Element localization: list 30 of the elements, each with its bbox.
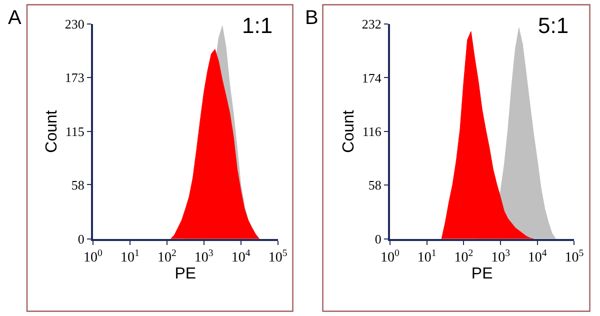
- y-tick-label: 58: [368, 178, 382, 193]
- annotation: 5:1: [538, 13, 569, 38]
- y-axis-title: Count: [340, 110, 358, 153]
- x-tick-label: 10$^{0}$: [84, 248, 103, 266]
- x-tick-label: 10$^{5}$: [564, 248, 584, 266]
- y-tick-label: 232: [362, 16, 382, 32]
- y-tick-label: 116: [362, 124, 382, 140]
- x-tick-label: 10$^{2}$: [454, 248, 474, 266]
- y-tick-label: 0: [78, 231, 84, 246]
- x-axis-title: PE: [174, 266, 196, 283]
- x-axis-title: PE: [471, 266, 493, 283]
- y-tick-label: 58: [71, 177, 84, 192]
- text: A: [8, 7, 22, 29]
- x-tick-label: 10$^{2}$: [157, 248, 176, 266]
- x-tick-label: 10$^{0}$: [380, 248, 400, 266]
- y-tick-label: 174: [362, 70, 382, 86]
- y-tick-label: 0: [374, 231, 382, 246]
- x-tick-label: 10$^{4}$: [231, 248, 250, 266]
- x-tick-label: 10$^{3}$: [491, 248, 510, 266]
- y-axis-title: Count: [43, 110, 60, 153]
- x-tick-label: 10$^{5}$: [268, 248, 288, 266]
- x-tick-label: 10$^{4}$: [528, 248, 547, 266]
- annotation: 1:1: [242, 13, 273, 38]
- x-tick-label: 10$^{1}$: [120, 248, 140, 266]
- y-tick-label: 230: [64, 16, 84, 32]
- x-tick-label: 10$^{1}$: [417, 248, 436, 266]
- x-tick-label: 10$^{3}$: [194, 248, 214, 266]
- text: B: [305, 7, 318, 29]
- y-tick-label: 173: [64, 70, 84, 85]
- y-tick-label: 115: [65, 124, 84, 140]
